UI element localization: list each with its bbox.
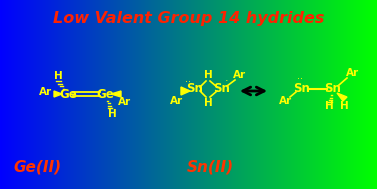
Text: Sn: Sn <box>325 83 342 95</box>
Text: Ge(II): Ge(II) <box>14 160 62 174</box>
Text: Sn: Sn <box>294 83 310 95</box>
Text: ·: · <box>225 76 229 86</box>
Text: H: H <box>107 109 116 119</box>
Text: Ar: Ar <box>170 96 184 106</box>
Text: H: H <box>54 71 62 81</box>
Text: Sn(II): Sn(II) <box>187 160 234 174</box>
Text: Ge: Ge <box>96 88 114 101</box>
Text: Ar: Ar <box>279 96 293 106</box>
Text: Sn: Sn <box>213 83 230 95</box>
Polygon shape <box>54 91 62 97</box>
Polygon shape <box>111 91 121 97</box>
Text: H: H <box>204 70 212 80</box>
Text: H: H <box>204 98 212 108</box>
Text: H: H <box>340 101 348 111</box>
Text: H: H <box>325 101 333 111</box>
Text: Ge: Ge <box>59 88 77 101</box>
Text: Ar: Ar <box>40 87 52 97</box>
Text: Low Valent Group 14 hydrides: Low Valent Group 14 hydrides <box>53 11 324 26</box>
Text: Ar: Ar <box>233 70 247 80</box>
Text: Sn: Sn <box>187 83 204 95</box>
Polygon shape <box>337 93 347 101</box>
Text: Ar: Ar <box>346 68 360 78</box>
Text: ··: ·· <box>185 77 191 87</box>
Text: Ar: Ar <box>118 97 132 107</box>
Polygon shape <box>181 87 190 95</box>
Text: ··: ·· <box>297 74 303 84</box>
